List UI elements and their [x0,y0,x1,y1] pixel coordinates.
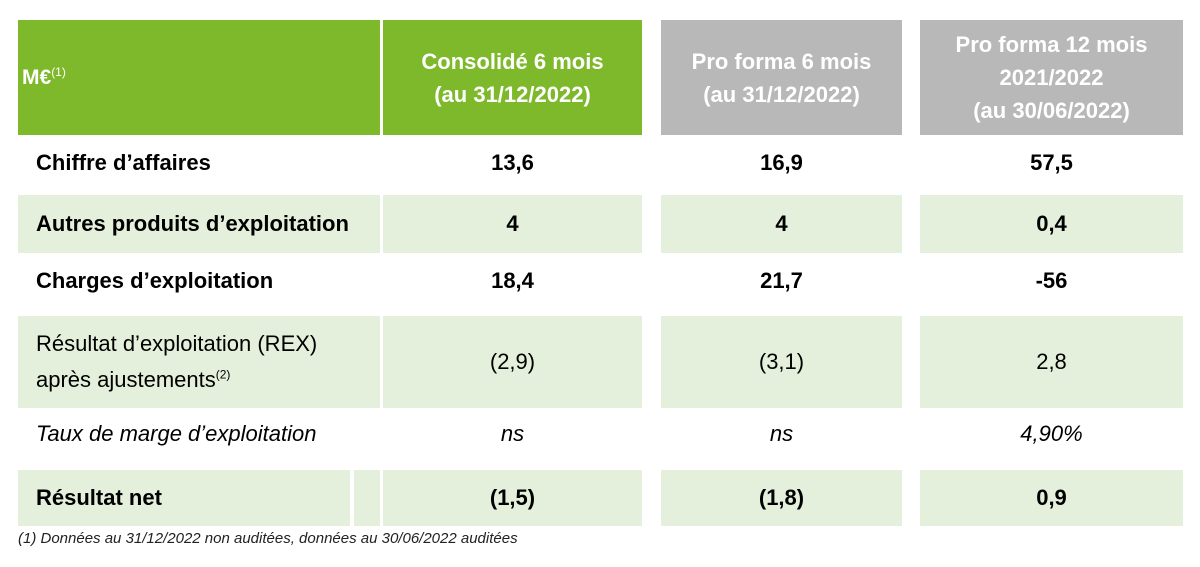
row-label-resultat-net: Résultat net [18,470,350,526]
row-value: (3,1) [661,316,902,408]
row-spacer [354,470,380,526]
column-header-proforma-12: Pro forma 12 mois 2021/2022 (au 30/06/20… [920,20,1183,135]
column-header-proforma-6: Pro forma 6 mois (au 31/12/2022) [661,20,902,135]
row-value: 4,90% [1020,421,1083,446]
unit-label: M€ [22,65,52,89]
row-label-taux-marge: Taux de marge d’exploitation [36,421,317,446]
column-header-consolide: Consolidé 6 mois (au 31/12/2022) [383,20,642,135]
footnote: (1) Données au 31/12/2022 non auditées, … [18,530,518,547]
footnote-ref: (2) [215,367,231,382]
unit-footnote-ref: (1) [51,64,66,79]
row-value: (1,5) [383,470,642,526]
row-value: 16,9 [760,150,803,175]
row-value: (2,9) [383,316,642,408]
row-value: -56 [1035,267,1068,293]
row-label-charges-exploitation: Charges d’exploitation [36,267,274,293]
header-corner: M€(1) [18,20,380,135]
row-value: 4 [383,195,642,253]
row-value: 21,7 [760,267,803,293]
row-value: 2,8 [920,316,1183,408]
row-value: 18,4 [491,267,534,293]
row-value: ns [769,421,794,446]
row-value: 0,4 [920,195,1183,253]
row-value: ns [500,421,525,446]
row-value: 57,5 [1030,150,1073,175]
row-value: 0,9 [920,470,1183,526]
row-value: 13,6 [491,150,534,175]
row-label-resultat-exploitation: Résultat d’exploitation (REX) après ajus… [18,316,380,408]
row-value: (1,8) [661,470,902,526]
row-value: 4 [661,195,902,253]
row-label-chiffre-affaires: Chiffre d’affaires [36,150,211,175]
row-label-autres-produits: Autres produits d’exploitation [18,195,380,253]
